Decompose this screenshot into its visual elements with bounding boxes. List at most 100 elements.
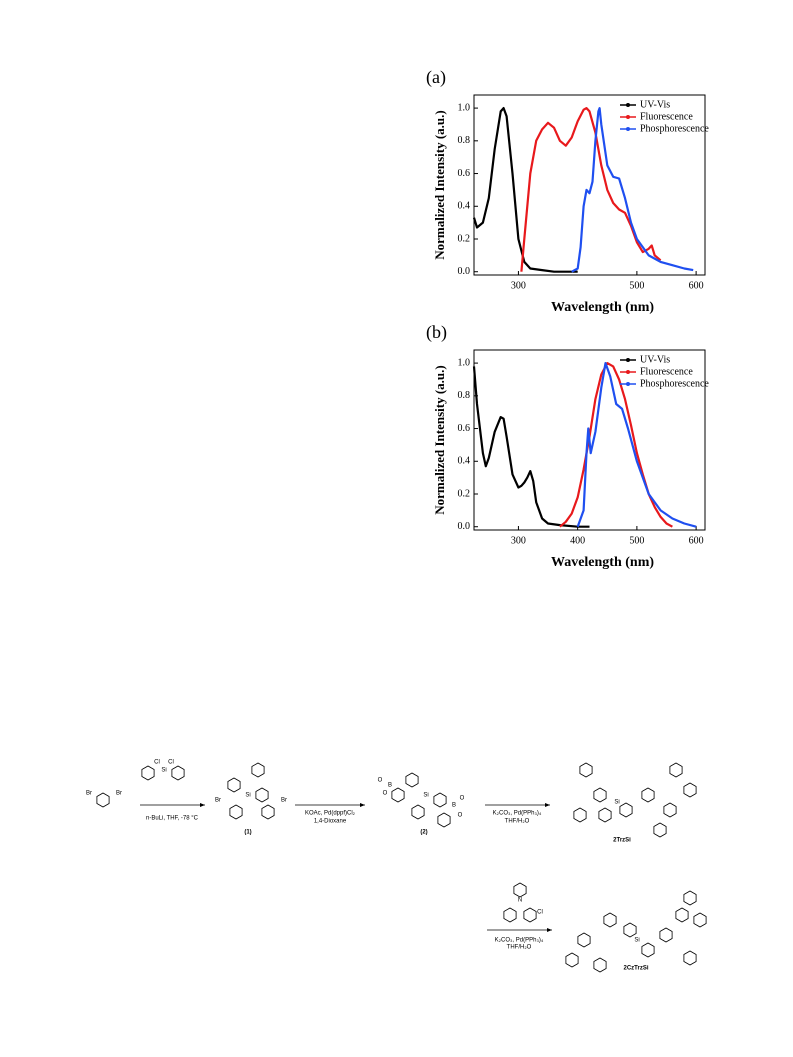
atom-label: Si — [245, 793, 250, 799]
legend-label: UV-Vis — [640, 354, 670, 365]
arrow-head — [545, 803, 550, 807]
ring — [641, 787, 655, 803]
atom-label: Si — [161, 768, 166, 774]
y-tick-label: 0.8 — [458, 390, 471, 401]
ring — [433, 792, 447, 808]
ring — [573, 807, 587, 823]
ring — [683, 890, 697, 906]
data-line — [571, 107, 694, 273]
reagent: 1,4-Dioxane — [314, 819, 347, 825]
y-tick-label: 0.6 — [458, 168, 471, 179]
compound-label: (2) — [420, 830, 427, 836]
y-tick-label: 0.8 — [458, 135, 471, 146]
ring — [261, 804, 275, 820]
data-line — [520, 107, 662, 272]
ring — [171, 765, 185, 781]
plot-frame — [473, 349, 706, 531]
y-tick-label: 0.0 — [458, 266, 471, 277]
ring — [96, 792, 110, 808]
atom-label: N — [518, 898, 522, 904]
ring — [623, 922, 637, 938]
atom-label: Cl — [537, 910, 543, 916]
reagent: K₂CO₃, Pd(PPh₃)₄ — [495, 938, 544, 944]
legend-label: UV-Vis — [640, 99, 670, 110]
atom-label: Cl — [154, 760, 160, 766]
ring — [437, 812, 451, 828]
panel-label: (a) — [426, 67, 446, 88]
reagent: K₂CO₃, Pd(PPh₃)₄ — [493, 811, 542, 817]
atom-label: Br — [281, 798, 287, 804]
x-axis-label: Wavelength (nm) — [551, 555, 654, 570]
data-line — [559, 362, 673, 528]
legend-marker — [626, 382, 630, 386]
legend-marker — [626, 358, 630, 362]
y-tick-label: 0.2 — [458, 233, 471, 244]
ring — [593, 787, 607, 803]
y-tick-label: 0.0 — [458, 521, 471, 532]
ring — [669, 762, 683, 778]
y-tick-label: 1.0 — [458, 102, 471, 113]
ring — [405, 772, 419, 788]
reagent: THF/H₂O — [505, 819, 530, 825]
compound-label: (1) — [244, 830, 251, 836]
legend-label: Fluorescence — [640, 366, 693, 377]
atom-label: Br — [116, 791, 122, 797]
ring — [598, 807, 612, 823]
ring — [683, 950, 697, 966]
x-tick-label: 500 — [629, 280, 644, 291]
atom-label: Br — [215, 798, 221, 804]
ring — [141, 765, 155, 781]
atom-label: Si — [423, 793, 428, 799]
atom-label: B — [452, 803, 456, 809]
legend-marker — [626, 370, 630, 374]
legend-label: Fluorescence — [640, 111, 693, 122]
x-tick-label: 300 — [511, 280, 526, 291]
arrow-head — [360, 803, 365, 807]
atom-label: O — [378, 778, 383, 784]
ring — [663, 802, 677, 818]
ring — [565, 952, 579, 968]
ring — [227, 777, 241, 793]
legend-marker — [626, 115, 630, 119]
ring — [675, 907, 689, 923]
ring — [579, 762, 593, 778]
panel-label: (b) — [426, 322, 447, 343]
x-tick-label: 300 — [511, 535, 526, 546]
ring — [411, 804, 425, 820]
data-line — [472, 366, 590, 528]
atom-label: O — [458, 813, 463, 819]
legend-label: Phosphorescence — [640, 378, 709, 389]
atom-label: O — [460, 796, 465, 802]
ring — [255, 787, 269, 803]
y-tick-label: 0.6 — [458, 423, 471, 434]
atom-label: O — [383, 791, 388, 797]
x-axis-label: Wavelength (nm) — [551, 300, 654, 315]
y-tick-label: 0.4 — [458, 201, 471, 212]
atom-label: B — [388, 783, 392, 789]
ring — [683, 782, 697, 798]
reagent: KOAc, Pd(dppf)Cl₂ — [305, 811, 356, 817]
ring — [603, 912, 617, 928]
scheme: n-BuLi, THF, -78 °C KOAc, Pd(dppf)Cl₂ 1,4-… — [86, 760, 707, 973]
ring — [593, 957, 607, 973]
x-tick-label: 600 — [689, 280, 704, 291]
plot-frame — [473, 94, 706, 276]
compound-label: 2CzTrzSi — [623, 966, 648, 972]
ring — [229, 804, 243, 820]
ring — [513, 882, 527, 898]
ring — [391, 787, 405, 803]
legend-marker — [626, 103, 630, 107]
y-tick-label: 1.0 — [458, 357, 471, 368]
data-line — [472, 107, 578, 273]
legend-label: Phosphorescence — [640, 123, 709, 134]
ring — [251, 762, 265, 778]
y-tick-label: 0.2 — [458, 488, 471, 499]
reagent: THF/H₂O — [507, 945, 532, 951]
atom-label: Cl — [168, 760, 174, 766]
ring — [619, 802, 633, 818]
legend-marker — [626, 127, 630, 131]
y-tick-label: 0.4 — [458, 456, 471, 467]
arrow-head — [200, 803, 205, 807]
atom-label: Br — [86, 791, 92, 797]
